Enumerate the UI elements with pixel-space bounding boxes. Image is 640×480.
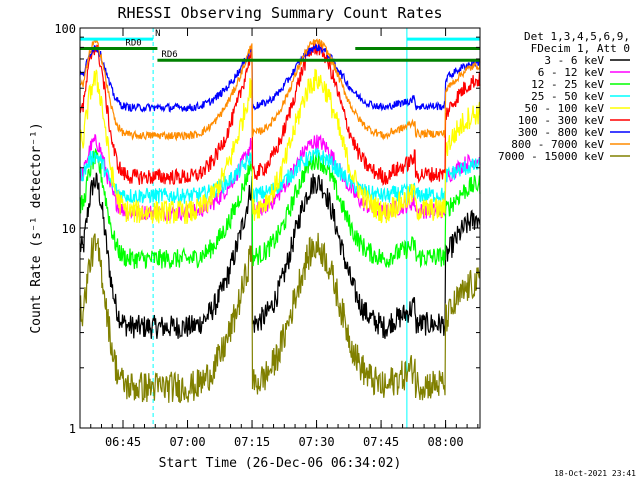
x-tick-label: 06:45 <box>105 435 141 449</box>
legend-entry-label: 7000 - 15000 keV <box>498 150 604 163</box>
legend-header-line: FDecim 1, Att 0 <box>531 42 630 55</box>
legend-entry-label: 12 - 25 keV <box>531 78 604 91</box>
series-line-0 <box>79 172 481 339</box>
x-tick-label: 08:00 <box>428 435 464 449</box>
legend-entry-label: 300 - 800 keV <box>518 126 604 139</box>
legend-entry-label: 25 - 50 keV <box>531 90 604 103</box>
x-tick-label: 07:00 <box>169 435 205 449</box>
y-tick-label: 100 <box>54 22 76 36</box>
series-line-3 <box>79 148 481 205</box>
data-layer: N RD0 RD6 <box>79 28 481 428</box>
footer-timestamp: 18-Oct-2021 23:41 <box>554 469 636 478</box>
legend-entry-label: 50 - 100 keV <box>525 102 605 115</box>
chart-title: RHESSI Observing Summary Count Rates <box>117 4 442 22</box>
plot-frame <box>79 27 481 429</box>
series-line-7 <box>79 38 481 142</box>
x-tick-label: 07:15 <box>234 435 270 449</box>
axis-layer: 06:45 07:00 07:15 07:30 07:45 08:00 1 10 100 <box>54 22 480 449</box>
series-line-8 <box>79 232 481 404</box>
annotation-label-0: N <box>155 29 160 39</box>
series-line-5 <box>79 41 481 186</box>
x-axis-label: Start Time (26-Dec-06 06:34:02) <box>159 456 402 471</box>
y-tick-label: 1 <box>69 422 76 436</box>
legend-entry-label: 3 - 6 keV <box>544 54 604 67</box>
series-line-2 <box>79 147 481 269</box>
legend-entry-label: 800 - 7000 keV <box>511 138 604 151</box>
y-tick-label: 10 <box>62 222 76 236</box>
series-line-4 <box>79 68 481 225</box>
x-tick-label: 07:30 <box>298 435 334 449</box>
series-line-6 <box>79 43 481 113</box>
annotation-label-2: RD6 <box>161 50 177 60</box>
legend-entry-label: 100 - 300 keV <box>518 114 604 127</box>
legend: Det 1,3,4,5,6,9,FDecim 1, Att 03 - 6 keV… <box>498 30 630 163</box>
legend-entry-label: 6 - 12 keV <box>538 66 605 79</box>
legend-header-line: Det 1,3,4,5,6,9, <box>524 30 630 43</box>
x-tick-label: 07:45 <box>363 435 399 449</box>
annotation-label-1: RD0 <box>125 38 141 48</box>
y-axis-label: Count Rate (s⁻¹ detector⁻¹) <box>29 122 44 333</box>
